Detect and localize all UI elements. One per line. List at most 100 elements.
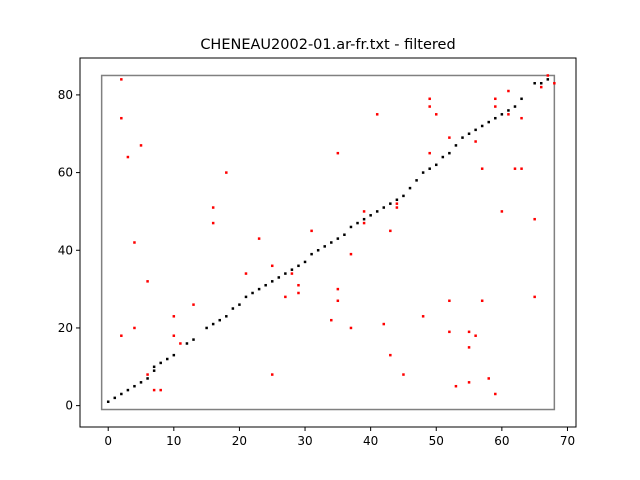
filtered-point xyxy=(349,326,353,330)
alignment-point xyxy=(152,369,156,372)
filtered-point xyxy=(395,202,399,205)
x-tick-label: 50 xyxy=(429,434,444,448)
alignment-point xyxy=(159,361,162,365)
alignment-point xyxy=(284,272,287,275)
x-tick-label: 40 xyxy=(363,434,378,448)
plot-area xyxy=(80,58,576,427)
filtered-point xyxy=(211,206,215,209)
filtered-point xyxy=(546,74,550,77)
filtered-point xyxy=(480,299,484,303)
filtered-point xyxy=(270,373,274,376)
filtered-point xyxy=(487,377,490,380)
alignment-point xyxy=(546,78,550,81)
x-tick-label: 10 xyxy=(166,434,181,448)
alignment-point xyxy=(205,326,208,330)
points-layer xyxy=(106,74,556,404)
filtered-point xyxy=(448,136,451,139)
filtered-point xyxy=(533,217,536,221)
alignment-point xyxy=(146,377,149,380)
filtered-point xyxy=(428,105,431,108)
alignment-point xyxy=(474,128,477,132)
alignment-point xyxy=(362,217,366,221)
filtered-point xyxy=(395,206,399,209)
x-tick-label: 70 xyxy=(560,434,575,448)
filtered-point xyxy=(421,315,425,318)
filtered-point xyxy=(362,221,366,225)
filtered-point xyxy=(553,81,556,85)
alignment-point xyxy=(369,214,372,217)
filtered-point xyxy=(520,167,523,170)
axes-frame xyxy=(79,57,577,428)
filtered-point xyxy=(494,97,497,101)
filtered-point xyxy=(389,353,392,357)
filtered-point xyxy=(533,295,536,299)
filtered-point xyxy=(211,221,215,225)
filtered-point xyxy=(362,210,366,213)
alignment-point xyxy=(172,353,176,357)
alignment-point xyxy=(113,396,117,400)
alignment-point xyxy=(185,342,189,345)
alignment-point xyxy=(487,120,490,124)
alignment-point xyxy=(513,105,517,108)
filtered-point xyxy=(257,237,261,240)
filtered-point xyxy=(152,388,156,392)
alignment-point xyxy=(270,280,274,283)
filtered-point xyxy=(336,299,340,303)
axes-layer: 0 10 20 30 40 50 60 70 0 20 40 60 80 xyxy=(58,57,577,448)
alignment-point xyxy=(225,315,228,318)
filtered-point xyxy=(172,315,176,318)
alignment-point xyxy=(244,295,248,299)
alignment-point xyxy=(192,338,195,341)
filtered-point xyxy=(402,373,405,376)
filtered-point xyxy=(120,334,123,337)
alignment-point xyxy=(461,136,464,139)
alignment-point xyxy=(139,381,143,384)
alignment-point xyxy=(133,384,136,388)
filtered-point xyxy=(474,334,477,337)
alignment-point xyxy=(441,155,445,159)
alignment-point xyxy=(539,81,543,85)
filtered-point xyxy=(244,272,248,275)
filtered-point xyxy=(467,330,471,334)
y-tick-label: 40 xyxy=(58,243,73,257)
alignment-point xyxy=(533,81,536,85)
alignment-point xyxy=(231,307,235,310)
alignment-point xyxy=(106,400,110,404)
alignment-point xyxy=(343,233,346,236)
filtered-point xyxy=(349,252,353,256)
x-tick-label: 60 xyxy=(494,434,509,448)
filtered-point xyxy=(375,113,379,116)
alignment-point xyxy=(336,237,340,240)
bounding-box-layer xyxy=(100,74,556,411)
alignment-point xyxy=(303,260,307,264)
alignment-point xyxy=(290,268,294,271)
filtered-point xyxy=(290,272,294,275)
filtered-point xyxy=(507,89,510,93)
filtered-point xyxy=(159,388,162,392)
filtered-point xyxy=(500,210,504,213)
alignment-point xyxy=(257,287,261,291)
alignment-point xyxy=(421,171,425,174)
filtered-point xyxy=(467,346,471,349)
alignment-point xyxy=(349,225,353,229)
alignment-point xyxy=(166,357,169,361)
filtered-point xyxy=(133,326,136,330)
alignment-point xyxy=(330,241,333,244)
alignment-point xyxy=(316,249,320,252)
filtered-point xyxy=(192,303,195,306)
alignment-point xyxy=(389,202,392,205)
alignment-point xyxy=(356,221,359,225)
filtered-point xyxy=(336,287,340,291)
alignment-point xyxy=(507,109,510,112)
alignment-point xyxy=(395,198,399,202)
alignment-point xyxy=(310,252,313,256)
bounding-box xyxy=(100,74,556,411)
alignment-point xyxy=(448,151,451,155)
filtered-point xyxy=(389,229,392,233)
filtered-point xyxy=(120,116,123,120)
filtered-point xyxy=(520,116,523,120)
alignment-point xyxy=(415,179,418,182)
filtered-point xyxy=(494,105,497,108)
y-tick-label: 0 xyxy=(65,399,73,413)
filtered-point xyxy=(467,381,471,384)
